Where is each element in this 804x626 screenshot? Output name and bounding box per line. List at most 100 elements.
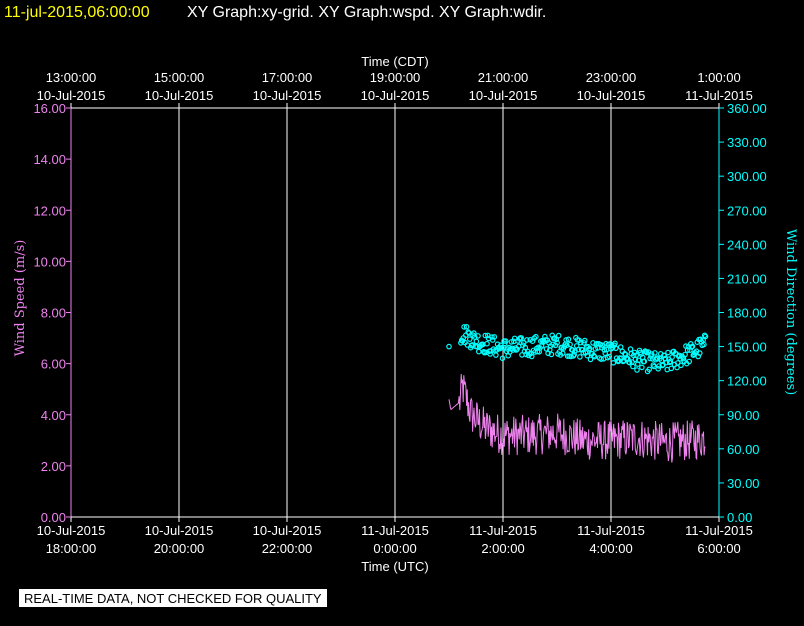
top-axis-tick-time: 23:00:00 <box>586 70 637 85</box>
wind-direction-point <box>565 336 572 343</box>
left-axis-tick-label: 6.00 <box>41 357 66 372</box>
bottom-axis-tick-date: 10-Jul-2015 <box>253 523 322 538</box>
bottom-axis-tick-time: 22:00:00 <box>262 541 313 556</box>
wind-direction-point <box>528 353 535 360</box>
wind-direction-point <box>489 334 495 340</box>
bottom-axis-tick-time: 4:00:00 <box>589 541 632 556</box>
wind-direction-point <box>499 355 506 362</box>
top-axis-tick-date: 11-Jul-2015 <box>685 88 753 103</box>
wind-direction-point <box>563 337 569 343</box>
top-axis-tick-time: 19:00:00 <box>370 70 421 85</box>
wind-direction-point <box>580 349 587 356</box>
wind-direction-point <box>584 352 591 359</box>
wind-direction-point <box>579 346 586 353</box>
bottom-axis-tick-date: 11-Jul-2015 <box>361 523 429 538</box>
wind-direction-point <box>461 324 467 330</box>
left-axis-tick-label: 0.00 <box>41 510 66 525</box>
wind-direction-point <box>482 332 489 339</box>
wind-direction-point <box>652 350 658 356</box>
wind-direction-point <box>502 338 509 344</box>
wind-direction-point <box>548 351 555 358</box>
wind-direction-point <box>689 343 696 350</box>
bottom-axis-tick-time: 0:00:00 <box>373 541 416 556</box>
left-axis-tick-label: 10.00 <box>33 254 66 269</box>
bottom-axis-tick-date: 11-Jul-2015 <box>577 523 645 538</box>
right-axis-tick-label: 180.00 <box>727 306 767 321</box>
wind-direction-point <box>639 364 645 371</box>
wind-direction-point <box>598 356 604 362</box>
wind-direction-point <box>612 345 619 352</box>
wind-direction-point <box>626 359 633 366</box>
wind-direction-point <box>522 344 529 351</box>
wind-direction-point <box>480 348 487 355</box>
wind-direction-point <box>577 354 583 360</box>
wind-direction-point <box>508 339 515 345</box>
quality-disclaimer: REAL-TIME DATA, NOT CHECKED FOR QUALITY <box>19 589 327 607</box>
wind-direction-point <box>630 363 636 370</box>
header-datetime: 11-jul-2015,06:00:00 <box>4 4 150 21</box>
wind-direction-point <box>668 365 675 372</box>
right-axis-tick-label: 150.00 <box>727 340 767 355</box>
bottom-axis-tick-time: 2:00:00 <box>481 541 524 556</box>
wind-direction-point <box>494 341 501 348</box>
wind-direction-point <box>484 340 490 347</box>
left-axis-label: Wind Speed (m/s) <box>13 240 28 357</box>
top-axis-tick-date: 10-Jul-2015 <box>145 88 214 103</box>
bottom-axis-tick-date: 10-Jul-2015 <box>37 523 106 538</box>
wind-direction-point <box>655 365 662 372</box>
right-axis-tick-label: 270.00 <box>727 203 767 218</box>
wind-direction-point <box>520 339 527 346</box>
wind-direction-point <box>633 352 640 359</box>
left-axis-tick-label: 12.00 <box>33 203 66 218</box>
bottom-axis-tick-date: 10-Jul-2015 <box>145 523 214 538</box>
wind-direction-point <box>612 340 618 347</box>
wind-direction-point <box>466 336 473 342</box>
top-axis-tick-time: 15:00:00 <box>154 70 205 85</box>
right-axis-label: Wind Direction (degrees) <box>783 229 798 395</box>
wind-direction-point <box>513 347 520 353</box>
wind-direction-point <box>606 353 613 360</box>
wind-direction-point <box>641 358 648 365</box>
bottom-axis-label: Time (UTC) <box>361 559 428 574</box>
top-axis-label: Time (CDT) <box>361 54 428 69</box>
wind-direction-point <box>518 335 525 341</box>
bottom-axis-tick-time: 20:00:00 <box>154 541 205 556</box>
wind-direction-point <box>553 336 560 343</box>
wind-direction-point <box>661 352 668 359</box>
top-axis-tick-date: 10-Jul-2015 <box>469 88 538 103</box>
right-axis-tick-label: 0.00 <box>727 510 752 525</box>
wind-direction-point <box>634 367 640 373</box>
wind-direction-point <box>591 353 598 360</box>
left-axis-tick-label: 4.00 <box>41 408 66 423</box>
left-axis-tick-label: 2.00 <box>41 459 66 474</box>
wind-direction-point <box>586 345 593 352</box>
right-axis-tick-label: 360.00 <box>727 101 767 116</box>
wind-direction-point <box>643 348 649 355</box>
left-axis-tick-label: 8.00 <box>41 306 66 321</box>
wind-direction-point <box>686 358 693 365</box>
wind-direction-point <box>559 350 566 357</box>
wind-direction-point <box>601 347 608 353</box>
top-axis-tick-date: 10-Jul-2015 <box>361 88 430 103</box>
wind-direction-point <box>696 350 703 356</box>
header-bar: 11-jul-2015,06:00:00 XY Graph:xy-grid. X… <box>0 0 804 30</box>
wind-direction-point <box>446 343 452 350</box>
wind-direction-point <box>682 351 688 358</box>
wind-direction-point <box>564 342 570 349</box>
right-axis-tick-label: 30.00 <box>727 476 760 491</box>
right-axis-tick-label: 210.00 <box>727 271 767 286</box>
right-axis-tick-label: 90.00 <box>727 408 760 423</box>
wind-direction-point <box>555 332 562 339</box>
wind-direction-point <box>487 351 494 357</box>
wind-direction-point <box>635 357 642 364</box>
wind-direction-point <box>587 356 594 363</box>
wind-direction-point <box>533 333 539 340</box>
right-axis-tick-label: 120.00 <box>727 374 767 389</box>
bottom-axis-tick-time: 18:00:00 <box>46 541 97 556</box>
wind-direction-point <box>646 366 653 373</box>
bottom-axis-tick-date: 11-Jul-2015 <box>685 523 753 538</box>
wind-direction-point <box>669 354 675 360</box>
top-axis-tick-date: 10-Jul-2015 <box>37 88 106 103</box>
wind-direction-point <box>554 339 560 346</box>
